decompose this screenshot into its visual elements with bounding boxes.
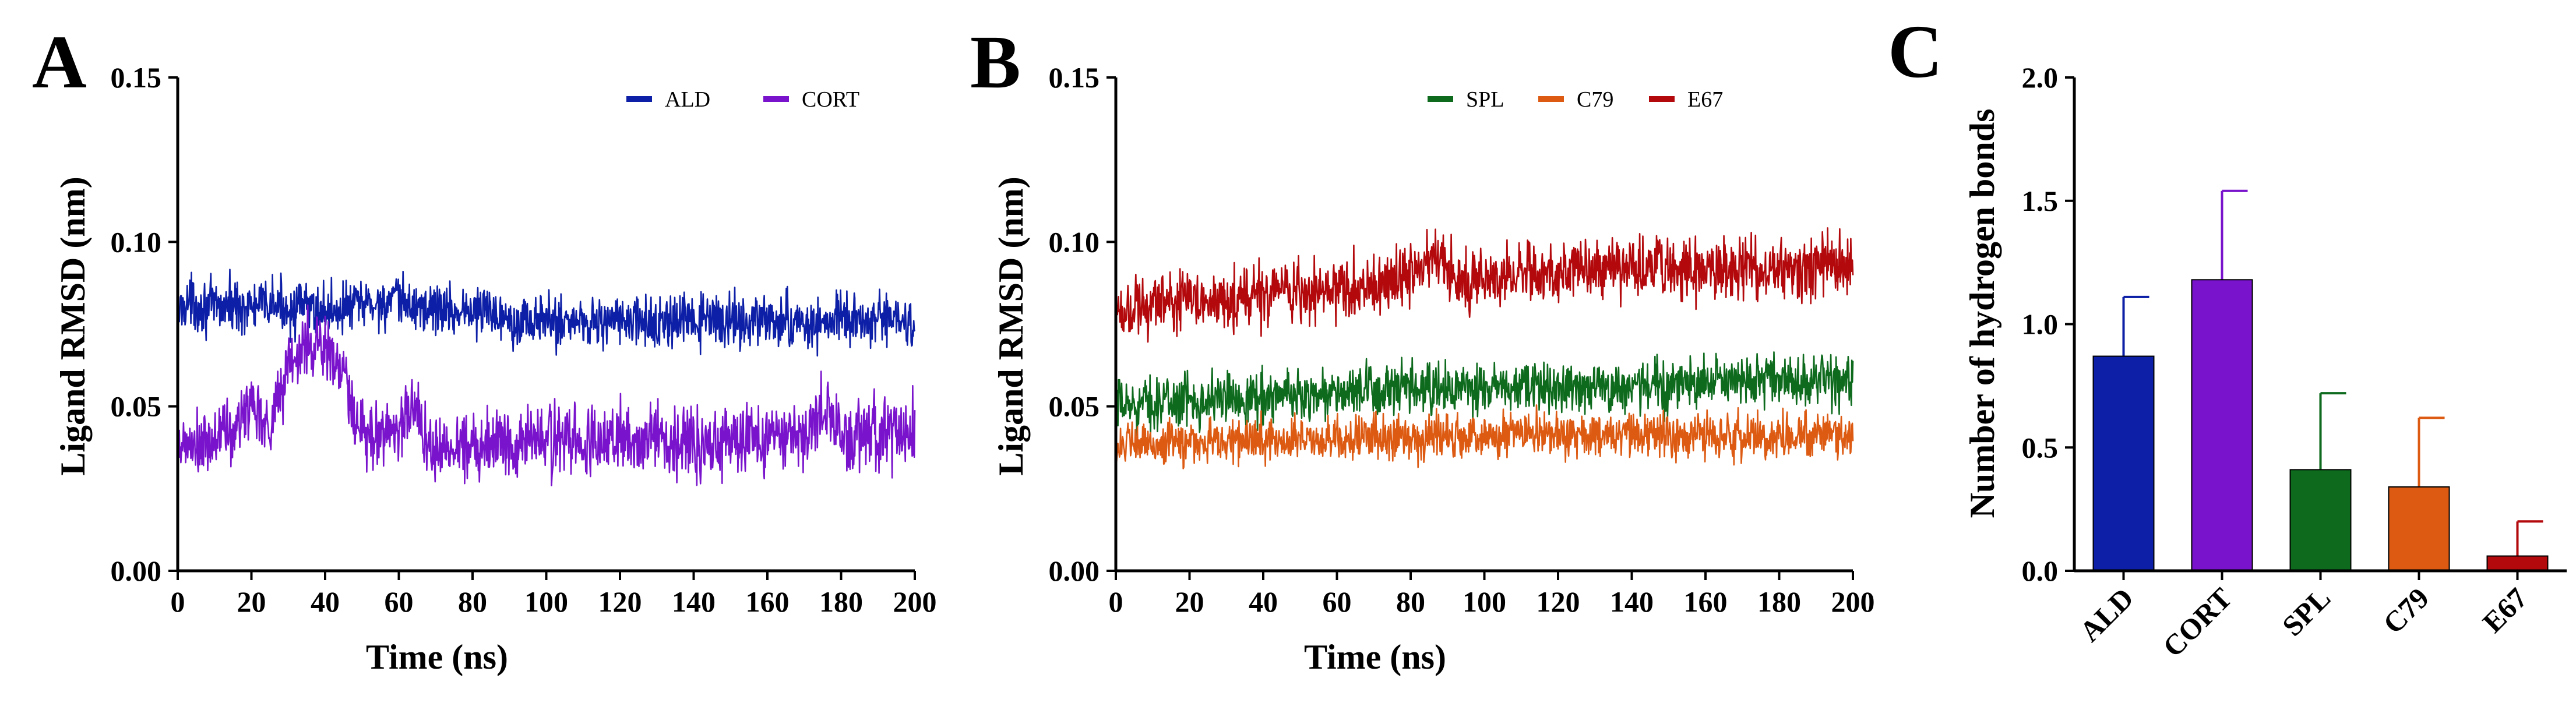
- y-tick-label: 0.5: [2022, 431, 2059, 464]
- x-tick-label: 160: [746, 585, 790, 618]
- panel-a-rmsd-chart: 0 20 40 60 80 100 120 140 160 180 200 0.00 0.05 0.10 0…: [54, 61, 937, 676]
- y-tick-label: 1.0: [2022, 308, 2059, 341]
- x-tick-label: 80: [1396, 585, 1425, 618]
- x-tick-label: 20: [1175, 585, 1204, 618]
- category-label-cort: CORT: [2156, 581, 2239, 663]
- panel-letter-c: C: [1888, 10, 1943, 94]
- panel-c-y-axis-title: Number of hydrogen bonds: [1963, 109, 2001, 518]
- y-tick-label: 0.0: [2022, 554, 2059, 587]
- bar-c79: [2388, 486, 2450, 572]
- x-tick-label: 140: [672, 585, 716, 618]
- y-tick-label: 0.15: [111, 61, 162, 94]
- panel-b-rmsd-chart: 0 20 40 60 80 100 120 140 160 180 200 0.00 0.05 0.10 0…: [992, 61, 1875, 676]
- panel-b-legend: SPL C79 E67: [1428, 87, 1723, 112]
- x-tick-label: 200: [1831, 585, 1875, 618]
- panel-b-axes: 0 20 40 60 80 100 120 140 160 180 200 0.00 0.05 0.10 0…: [1049, 61, 1875, 618]
- x-tick-label: 40: [311, 585, 340, 618]
- y-tick-label: 1.5: [2022, 185, 2059, 217]
- panel-c-bars: [2092, 189, 2549, 572]
- y-tick-label: 0.10: [111, 225, 162, 258]
- x-tick-label: 60: [385, 585, 414, 618]
- category-label-e67: E67: [2476, 581, 2534, 639]
- legend-label-ald: ALD: [665, 87, 710, 112]
- panel-b-data-lines: [1115, 227, 1854, 571]
- bar-spl: [2289, 469, 2352, 571]
- panel-a-axes: 0 20 40 60 80 100 120 140 160 180 200 0.00 0.05 0.10 0…: [111, 61, 937, 618]
- y-tick-label: 0.15: [1049, 61, 1100, 94]
- panel-a-y-axis-title: Ligand RMSD (nm): [54, 176, 92, 475]
- panel-b-x-axis-title: Time (ns): [1304, 638, 1446, 676]
- legend-label-c79: C79: [1577, 87, 1613, 112]
- x-tick-label: 180: [819, 585, 863, 618]
- x-tick-label: 160: [1684, 585, 1728, 618]
- y-tick-label: 2.0: [2022, 61, 2059, 94]
- x-tick-label: 20: [237, 585, 266, 618]
- x-tick-label: 180: [1757, 585, 1801, 618]
- panel-letter-a: A: [32, 20, 87, 104]
- category-label-c79: C79: [2377, 581, 2435, 640]
- series-line-ald: [177, 269, 916, 571]
- x-tick-label: 0: [171, 585, 185, 618]
- panel-letter-b: B: [970, 20, 1021, 104]
- bar-e67: [2486, 555, 2549, 572]
- x-tick-label: 140: [1610, 585, 1654, 618]
- panel-a-data-lines: [177, 269, 916, 571]
- x-tick-label: 80: [458, 585, 487, 618]
- legend-label-cort: CORT: [802, 87, 859, 112]
- category-label-ald: ALD: [2073, 581, 2140, 648]
- series-line-spl: [1115, 351, 1854, 571]
- x-tick-label: 60: [1323, 585, 1352, 618]
- x-tick-label: 200: [893, 585, 937, 618]
- legend-label-e67: E67: [1687, 87, 1723, 112]
- series-line-cort: [177, 304, 916, 571]
- x-tick-label: 100: [1463, 585, 1506, 618]
- y-tick-label: 0.05: [111, 390, 162, 423]
- x-tick-label: 100: [524, 585, 568, 618]
- x-tick-label: 40: [1249, 585, 1278, 618]
- y-tick-label: 0.10: [1049, 225, 1100, 258]
- panel-a-legend: ALD CORT: [626, 87, 859, 112]
- x-tick-label: 120: [598, 585, 642, 618]
- panel-a-x-axis-title: Time (ns): [366, 638, 508, 676]
- y-tick-label: 0.00: [111, 554, 162, 587]
- panel-b-y-axis-title: Ligand RMSD (nm): [992, 176, 1030, 475]
- bar-cort: [2191, 279, 2253, 571]
- y-tick-label: 0.05: [1049, 390, 1100, 423]
- bar-ald: [2092, 355, 2155, 571]
- series-line-c79: [1115, 404, 1854, 571]
- x-tick-label: 120: [1537, 585, 1580, 618]
- category-label-spl: SPL: [2276, 581, 2337, 642]
- series-line-e67: [1115, 227, 1854, 571]
- legend-label-spl: SPL: [1466, 87, 1504, 112]
- panel-c-hbond-chart: ALD CORT SPL C79 E67 0.0 0.5 1.0 1.5 2.0 Number o…: [1963, 61, 2567, 663]
- y-tick-label: 0.00: [1049, 554, 1100, 587]
- x-tick-label: 0: [1109, 585, 1123, 618]
